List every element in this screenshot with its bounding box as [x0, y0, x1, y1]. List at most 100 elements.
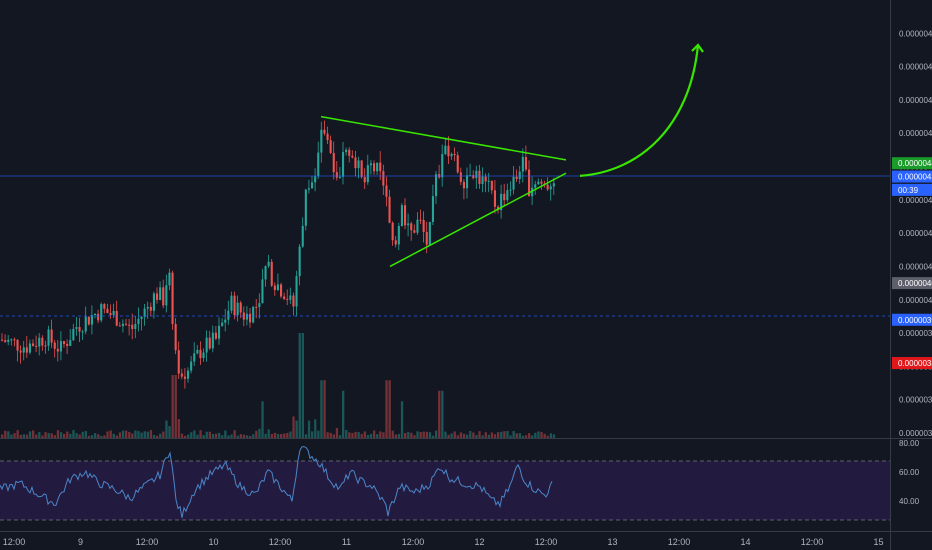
candle[interactable] [351, 150, 354, 159]
candle[interactable] [168, 268, 171, 291]
candle[interactable] [549, 183, 552, 201]
candle[interactable] [342, 141, 345, 185]
candle[interactable] [478, 164, 481, 189]
candle[interactable] [81, 329, 84, 340]
candle[interactable] [72, 323, 75, 342]
candle[interactable] [214, 326, 217, 341]
candle[interactable] [261, 268, 264, 304]
candle[interactable] [493, 180, 496, 214]
candle[interactable] [38, 333, 41, 356]
candle[interactable] [249, 308, 252, 328]
candle[interactable] [137, 307, 140, 332]
pattern-annotations[interactable] [320, 43, 704, 268]
candle[interactable] [314, 168, 317, 192]
candle[interactable] [521, 148, 524, 183]
candle[interactable] [363, 168, 366, 189]
candle[interactable] [320, 121, 323, 163]
candle[interactable] [273, 282, 276, 296]
candle[interactable] [69, 328, 72, 347]
candle[interactable] [388, 189, 391, 224]
candle[interactable] [444, 137, 447, 156]
candle[interactable] [397, 222, 400, 251]
candle[interactable] [7, 335, 10, 346]
candle[interactable] [404, 198, 407, 230]
candle[interactable] [422, 211, 425, 243]
candle[interactable] [354, 150, 357, 177]
candle[interactable] [546, 177, 549, 192]
candle[interactable] [394, 236, 397, 248]
candle[interactable] [16, 339, 19, 362]
candle[interactable] [63, 340, 66, 348]
candle[interactable] [338, 166, 341, 179]
candle[interactable] [118, 321, 121, 327]
candle[interactable] [47, 325, 50, 351]
candle[interactable] [32, 339, 35, 347]
candle[interactable] [280, 282, 283, 299]
candle[interactable] [1, 333, 4, 342]
candle[interactable] [211, 325, 214, 353]
candle[interactable] [400, 203, 403, 227]
candle[interactable] [267, 254, 270, 268]
candle[interactable] [35, 335, 38, 353]
candle[interactable] [506, 183, 509, 203]
candle[interactable] [19, 345, 22, 364]
candle[interactable] [177, 341, 180, 379]
candle[interactable] [75, 316, 78, 336]
candle[interactable] [528, 160, 531, 197]
candle[interactable] [311, 175, 314, 189]
candle[interactable] [84, 306, 87, 335]
candle[interactable] [326, 126, 329, 145]
candle[interactable] [518, 165, 521, 184]
candle[interactable] [286, 289, 289, 306]
candlesticks[interactable] [1, 120, 555, 389]
candle[interactable] [56, 339, 59, 362]
candle[interactable] [475, 165, 478, 189]
candle[interactable] [10, 338, 13, 346]
candle[interactable] [298, 243, 301, 286]
candle[interactable] [292, 292, 295, 316]
candle[interactable] [103, 303, 106, 314]
candle[interactable] [301, 217, 304, 248]
candle[interactable] [183, 368, 186, 389]
candle[interactable] [391, 221, 394, 246]
candle[interactable] [264, 265, 267, 287]
candle[interactable] [202, 348, 205, 362]
candle[interactable] [193, 342, 196, 367]
triangle-lower-trendline[interactable] [389, 172, 567, 268]
time-axis[interactable]: 12:00 9 12:00 10 12:00 11 12:00 12 12:00 13 12:00 1… [3, 537, 884, 547]
candle[interactable] [224, 308, 227, 332]
candle[interactable] [171, 270, 174, 330]
candle[interactable] [379, 151, 382, 181]
candle[interactable] [345, 147, 348, 156]
candle[interactable] [44, 340, 47, 354]
candle[interactable] [348, 147, 351, 163]
breakout-arrow[interactable] [579, 44, 700, 177]
candle[interactable] [425, 221, 428, 254]
candle[interactable] [276, 273, 279, 292]
candle[interactable] [187, 367, 190, 383]
candle[interactable] [196, 345, 199, 355]
candle[interactable] [115, 300, 118, 327]
candle[interactable] [441, 144, 444, 187]
candle[interactable] [152, 291, 155, 319]
candle[interactable] [140, 316, 143, 331]
candle[interactable] [221, 318, 224, 327]
rsi-panel[interactable] [0, 446, 890, 521]
candle[interactable] [366, 154, 369, 185]
candle[interactable] [410, 221, 413, 241]
candle[interactable] [28, 339, 31, 355]
candle[interactable] [416, 212, 419, 235]
candle[interactable] [270, 258, 273, 288]
candle[interactable] [512, 166, 515, 195]
candle[interactable] [100, 302, 103, 323]
candle[interactable] [509, 181, 512, 197]
candle[interactable] [134, 315, 137, 339]
candle[interactable] [524, 145, 527, 172]
candle[interactable] [174, 318, 177, 355]
candle[interactable] [283, 292, 286, 301]
candle[interactable] [307, 179, 310, 194]
candle[interactable] [382, 164, 385, 195]
candle[interactable] [462, 179, 465, 200]
candle[interactable] [552, 177, 555, 195]
